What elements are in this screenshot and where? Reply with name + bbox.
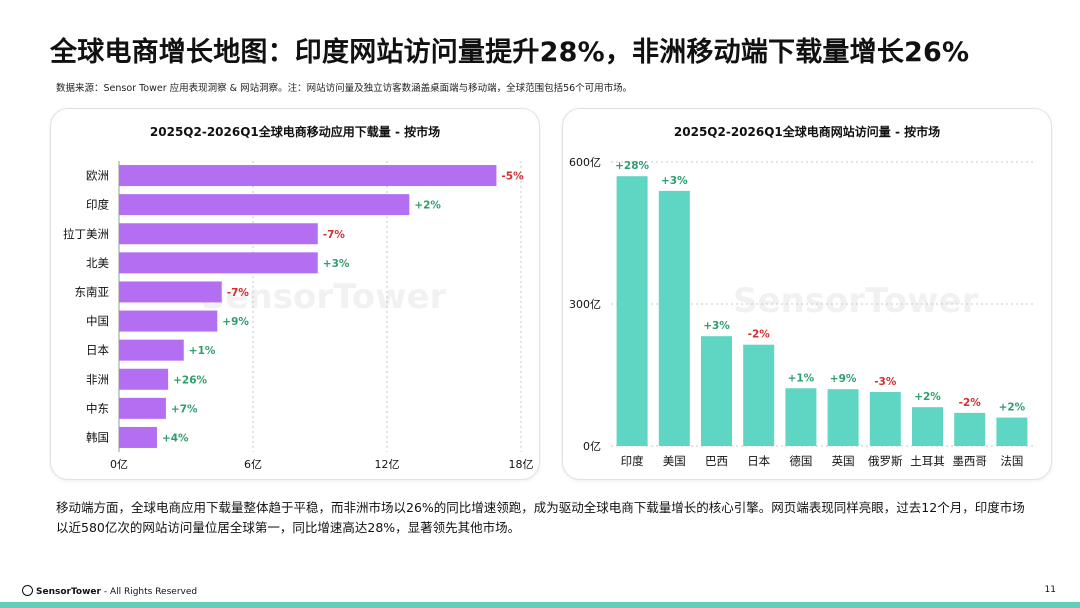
growth-label: -2% [959, 397, 982, 409]
y-tick-label: 300亿 [569, 298, 601, 311]
x-tick-label: 18亿 [509, 458, 534, 471]
bar [119, 165, 497, 187]
growth-label: -5% [501, 171, 524, 183]
category-label: 欧洲 [86, 169, 109, 183]
footer-rights: - All Rights Reserved [100, 587, 198, 597]
category-label: 日本 [747, 454, 770, 468]
growth-label: -2% [748, 329, 771, 341]
category-label: 北美 [86, 256, 109, 270]
category-label: 俄罗斯 [868, 454, 903, 468]
bar [119, 252, 318, 274]
footer-brand: SensorTower - All Rights Reserved [22, 585, 197, 597]
y-tick-label: 600亿 [569, 156, 601, 169]
web-visits-chart-title: 2025Q2-2026Q1全球电商网站访问量 - 按市场 [673, 125, 941, 139]
bar [119, 426, 157, 448]
growth-label: -7% [323, 229, 346, 241]
category-label: 印度 [621, 454, 644, 468]
bar [119, 310, 218, 332]
page-number: 11 [1044, 585, 1056, 595]
bar [869, 392, 901, 446]
bar [743, 344, 775, 446]
bar [996, 417, 1028, 446]
growth-label: +3% [703, 320, 730, 332]
watermark: SensorTower [201, 277, 447, 317]
category-label: 非洲 [86, 372, 109, 386]
category-label: 墨西哥 [952, 454, 987, 468]
bar [658, 190, 690, 446]
x-tick-label: 12亿 [375, 458, 400, 471]
bar [119, 281, 222, 303]
category-label: 印度 [86, 198, 109, 212]
growth-label: +7% [171, 403, 198, 415]
web-visits-bar-chart: 0亿 300亿 600亿 +28% 印度 +3% 美国 +3% 巴西 -2% 日本 +1% 德国 +9% 英… [569, 156, 1033, 468]
download-chart-title: 2025Q2-2026Q1全球电商移动应用下载量 - 按市场 [149, 125, 441, 139]
category-label: 东南亚 [75, 285, 110, 299]
category-label: 德国 [789, 454, 812, 468]
download-chart-panel: SensorTower 2025Q2-2026Q1全球电商移动应用下载量 - 按… [50, 108, 540, 480]
page-title: 全球电商增长地图：印度网站访问量提升28%，非洲移动端下载量增长26% [50, 37, 970, 68]
growth-label: +28% [615, 160, 649, 172]
bar [827, 389, 859, 446]
category-label: 拉丁美洲 [63, 227, 109, 241]
footer-brand-name: SensorTower [36, 587, 101, 597]
growth-label: +2% [999, 402, 1026, 414]
sensortower-logo-icon [22, 585, 33, 596]
growth-label: +9% [222, 316, 249, 328]
category-label: 中国 [86, 314, 109, 328]
growth-label: +3% [661, 175, 688, 187]
growth-label: +2% [414, 200, 441, 212]
growth-label: +3% [323, 258, 350, 270]
bar [701, 336, 732, 446]
data-source-note: 数据来源：Sensor Tower 应用表现洞察 & 网站洞察。注：网站访问量及… [56, 83, 633, 94]
bar [616, 176, 648, 446]
bar [785, 388, 817, 446]
y-tick-label: 0亿 [583, 440, 601, 453]
x-tick-label: 0亿 [110, 458, 128, 471]
growth-label: -3% [874, 376, 897, 388]
bar [912, 407, 943, 446]
category-label: 日本 [86, 343, 109, 357]
watermark: SensorTower [733, 281, 979, 321]
category-label: 土耳其 [910, 454, 945, 468]
bottom-accent-bar [0, 602, 1080, 608]
category-label: 巴西 [705, 454, 728, 468]
category-label: 法国 [1000, 454, 1023, 468]
growth-label: +1% [189, 345, 216, 357]
bar [119, 339, 184, 361]
bar [119, 223, 318, 245]
category-label: 美国 [663, 454, 686, 468]
bar [119, 397, 166, 419]
category-label: 中东 [86, 401, 109, 415]
download-bar-chart: 0亿 6亿 12亿 18亿 欧洲 -5% 印度 +2% 拉丁美洲 -7% 北美 +3% 东南亚 -7% 中国… [63, 161, 534, 471]
growth-label: +2% [914, 391, 941, 403]
x-tick-label: 6亿 [244, 458, 262, 471]
bar [119, 368, 169, 390]
category-label: 英国 [832, 454, 855, 468]
growth-label: -7% [227, 287, 250, 299]
bar [119, 194, 410, 216]
category-label: 韩国 [86, 430, 109, 444]
bar [954, 412, 986, 446]
growth-label: +9% [830, 373, 857, 385]
growth-label: +1% [788, 372, 815, 384]
web-visits-chart-panel: SensorTower 2025Q2-2026Q1全球电商网站访问量 - 按市场… [562, 108, 1052, 480]
growth-label: +4% [162, 432, 189, 444]
summary-text: 移动端方面，全球电商应用下载量整体趋于平稳，而非洲市场以26%的同比增速领跑，成… [56, 500, 1025, 535]
growth-label: +26% [173, 374, 207, 386]
